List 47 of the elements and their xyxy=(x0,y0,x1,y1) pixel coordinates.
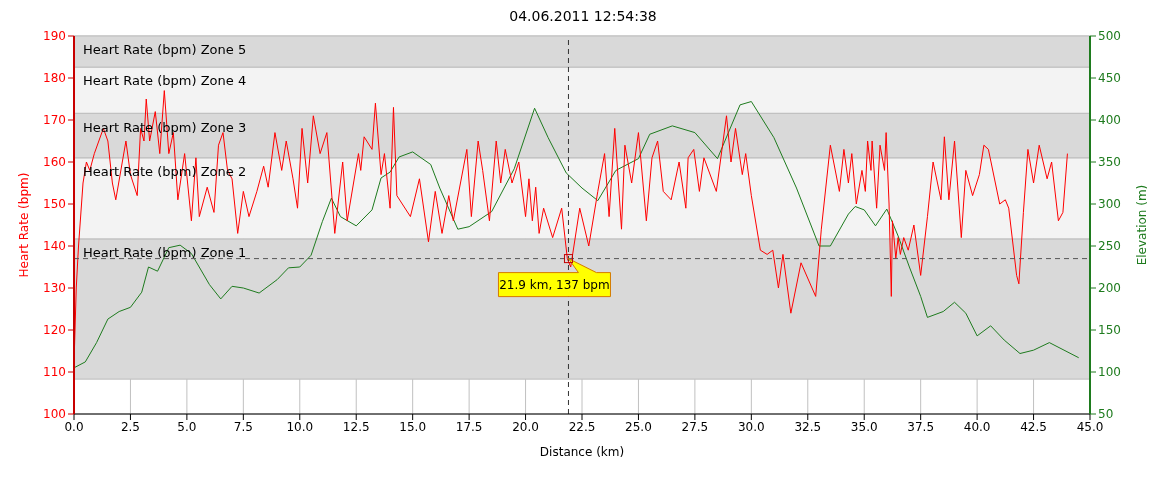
x-tick-label: 35.0 xyxy=(850,419,878,434)
y2-tick-label: 500 xyxy=(1098,29,1121,44)
band-label: Heart Rate (bpm) Zone 4 xyxy=(83,73,247,89)
x-tick-label: 5.0 xyxy=(177,419,197,434)
x-tick-label: 12.5 xyxy=(342,419,370,434)
y2-tick-label: 400 xyxy=(1098,113,1121,128)
y2-tick-label: 50 xyxy=(1098,407,1114,422)
x-tick-label: 7.5 xyxy=(233,419,253,434)
x-tick-label: 25.0 xyxy=(625,419,652,434)
x-tick-label: 2.5 xyxy=(120,419,140,434)
chart-title: 04.06.2011 12:54:38 xyxy=(508,8,658,26)
y2-tick-label: 100 xyxy=(1098,365,1121,380)
x-tick-label: 17.5 xyxy=(455,419,483,434)
x-tick-label: 15.0 xyxy=(399,419,427,434)
x-tick-label: 0.0 xyxy=(64,419,84,434)
x-tick-label: 42.5 xyxy=(1020,419,1047,434)
x-tick-label: 37.5 xyxy=(907,419,935,434)
y-tick-label: 150 xyxy=(43,197,66,212)
band-label: Heart Rate (bpm) Zone 1 xyxy=(83,245,247,261)
y-tick-label: 110 xyxy=(43,365,66,380)
x-tick-label: 30.0 xyxy=(737,419,765,434)
y-tick-label: 180 xyxy=(43,71,66,86)
x-tick-label: 20.0 xyxy=(512,419,539,434)
y2-tick-label: 450 xyxy=(1098,71,1121,86)
y-tick-label: 100 xyxy=(43,407,66,422)
y2-tick-label: 250 xyxy=(1098,239,1121,254)
x-tick-label: 32.5 xyxy=(794,419,822,434)
y-tick-label: 170 xyxy=(43,113,66,128)
y2-tick-label: 350 xyxy=(1098,155,1121,170)
y2-tick-label: 150 xyxy=(1098,323,1121,338)
band-label: Heart Rate (bpm) Zone 5 xyxy=(83,42,247,58)
y2-tick-label: 300 xyxy=(1098,197,1121,212)
y-tick-label: 130 xyxy=(43,281,66,296)
x-tick-label: 40.0 xyxy=(963,419,991,434)
y-tick-label: 140 xyxy=(43,239,66,254)
y2-tick-label: 200 xyxy=(1098,281,1121,296)
x-axis-title: Distance (km) xyxy=(539,445,625,459)
x-tick-label: 10.0 xyxy=(286,419,314,434)
x-tick-label: 45.0 xyxy=(1076,419,1104,434)
y-tick-label: 160 xyxy=(43,155,66,170)
x-tick-label: 22.5 xyxy=(568,419,596,434)
annotation: 21.9 km, 137 bpm xyxy=(499,277,610,292)
y-axis-title: Heart Rate (bpm) xyxy=(17,172,32,278)
y-tick-label: 190 xyxy=(43,29,66,44)
y-tick-label: 120 xyxy=(43,323,66,338)
y2-axis-title: Elevation (m) xyxy=(1135,184,1150,266)
x-tick-label: 27.5 xyxy=(681,419,709,434)
